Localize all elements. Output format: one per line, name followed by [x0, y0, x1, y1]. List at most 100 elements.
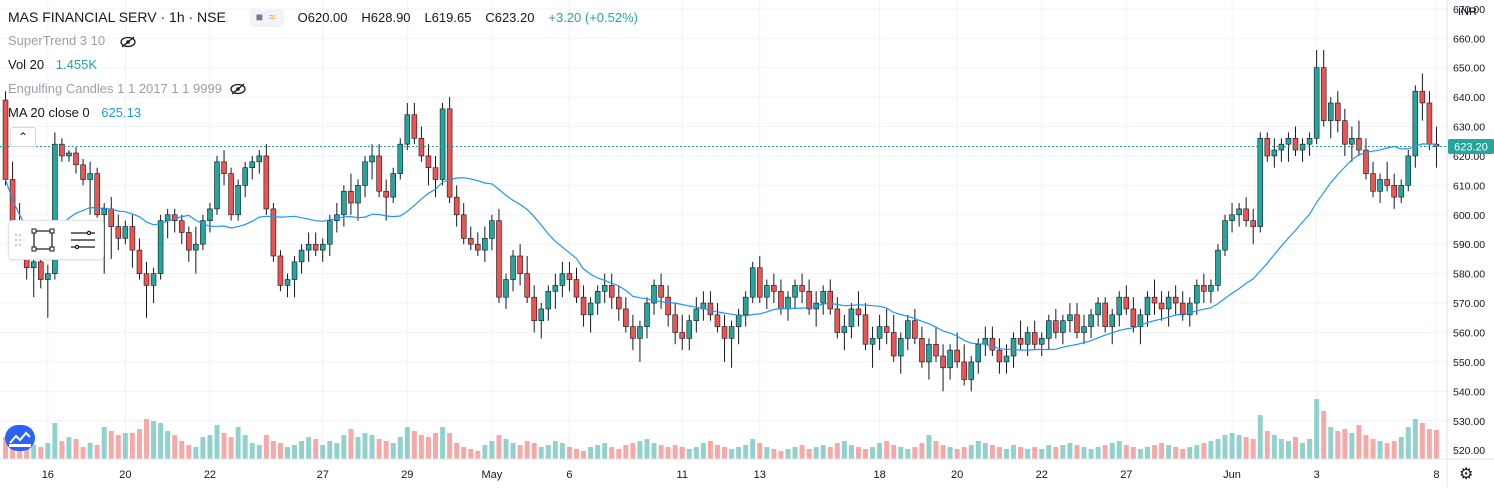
volume-bar — [101, 427, 107, 459]
volume-bar — [1187, 447, 1193, 459]
time-tick-label: 27 — [317, 469, 329, 481]
volume-bar — [468, 449, 474, 459]
candle-body — [157, 220, 164, 274]
volume-bar — [404, 427, 410, 459]
candle-body — [1130, 308, 1137, 327]
volume-bar — [193, 447, 199, 459]
candle-body — [94, 173, 100, 216]
candle-body — [52, 143, 58, 274]
price-tick-label: 540.00 — [1453, 386, 1485, 398]
compare-pill[interactable]: ■ ≈ — [249, 9, 284, 28]
candle-body — [778, 290, 784, 310]
candle-body — [919, 338, 925, 363]
candle-body — [601, 285, 608, 292]
rectangle-tool-icon[interactable] — [31, 228, 55, 252]
line-style-icon[interactable] — [71, 230, 95, 250]
candle-body — [390, 173, 396, 198]
volume-bar — [270, 441, 276, 459]
candle-body — [291, 261, 298, 280]
candle-body — [1194, 285, 1200, 304]
price-tick-label: 660.00 — [1453, 33, 1485, 45]
volume-bar — [1405, 427, 1411, 459]
volume-bar — [1398, 437, 1404, 459]
volume-bar — [1018, 447, 1024, 459]
volume-bar — [1314, 399, 1320, 459]
candle-body — [1370, 173, 1376, 192]
tradingview-logo-icon[interactable] — [5, 425, 35, 451]
volume-bar — [700, 443, 706, 459]
candle-body — [1215, 249, 1221, 286]
candle-body — [228, 173, 234, 216]
candle-body — [1236, 208, 1242, 216]
candle-body — [749, 267, 756, 298]
candle-body — [66, 152, 72, 157]
volume-bar — [1173, 447, 1179, 459]
volume-bar — [1074, 445, 1080, 459]
engulfing-legend[interactable]: Engulfing Candles 1 1 2017 1 1 9999 — [8, 81, 222, 96]
supertrend-label: SuperTrend 3 10 — [8, 33, 106, 48]
volume-legend[interactable]: Vol 20 1.455K — [8, 57, 97, 72]
candle-body — [912, 320, 918, 339]
candle-body — [1074, 314, 1080, 333]
candle-body — [623, 308, 629, 327]
time-axis[interactable]: 16 20 22 27 29 May 6 11 13 18 20 22 27 Jun 3 8 — [42, 469, 1440, 481]
candle-body — [1158, 302, 1165, 310]
eye-off-icon[interactable] — [119, 36, 137, 48]
symbol-legend: MAS FINANCIAL SERV · 1h · NSE ■ ≈ O620.0… — [8, 9, 638, 28]
volume-bar — [1201, 443, 1207, 459]
collapse-legend-button[interactable]: ⌃ — [10, 127, 36, 147]
volume-bar — [792, 447, 798, 459]
candle-body — [376, 155, 382, 192]
candle-body — [637, 326, 643, 339]
volume-bar — [425, 437, 431, 459]
volume-bar — [299, 441, 305, 459]
volume-bar — [1412, 419, 1418, 459]
volume-bar — [277, 443, 283, 459]
candle-body — [453, 196, 460, 216]
volume-bar — [954, 449, 960, 459]
candle-body — [757, 267, 763, 298]
price-axis[interactable]: 520.00 530.00 540.00 550.00 560.00 570.00 580.… — [1453, 4, 1485, 457]
time-tick-label: 27 — [1120, 469, 1132, 481]
volume-bar — [122, 433, 128, 459]
ma-legend[interactable]: MA 20 close 0 625.13 — [8, 105, 141, 120]
volume-bar — [418, 435, 424, 459]
volume-bar — [454, 443, 460, 459]
volume-bar — [3, 437, 8, 459]
candle-body — [799, 285, 805, 292]
gear-icon[interactable]: ⚙ — [1459, 466, 1474, 483]
drawing-toolbar-icons — [15, 228, 95, 252]
eye-off-icon[interactable] — [229, 83, 247, 95]
volume-bar — [66, 437, 72, 459]
time-tick-label: 16 — [42, 469, 54, 481]
volume-bar — [221, 433, 227, 459]
candle-body — [573, 279, 580, 298]
supertrend-legend[interactable]: SuperTrend 3 10 — [8, 33, 137, 48]
candle-body — [926, 343, 932, 363]
volume-bar — [1123, 445, 1129, 459]
volume-bar — [369, 435, 375, 459]
candle-body — [728, 326, 735, 339]
drag-handle-icon[interactable] — [15, 234, 21, 246]
volume-bar — [1335, 431, 1341, 459]
candle-body — [178, 220, 185, 233]
volume-bar — [115, 435, 121, 459]
candle-body — [489, 220, 495, 239]
volume-bar — [1025, 449, 1031, 459]
symbol-title[interactable]: MAS FINANCIAL SERV · 1h · NSE — [8, 9, 226, 25]
volume-bar — [672, 445, 678, 459]
drawing-toolbar[interactable] — [8, 220, 104, 260]
price-tick-label: 560.00 — [1453, 327, 1485, 339]
candle-body — [362, 161, 368, 186]
candle-body — [940, 355, 946, 369]
candle-body — [1335, 102, 1341, 121]
candle-body — [672, 314, 678, 333]
candle-body — [665, 296, 671, 316]
volume-bar — [1137, 449, 1143, 459]
currency-label[interactable]: INR — [1458, 6, 1477, 18]
volume-bar — [256, 445, 262, 459]
candle-body — [136, 249, 143, 274]
volume-bar — [940, 445, 946, 459]
